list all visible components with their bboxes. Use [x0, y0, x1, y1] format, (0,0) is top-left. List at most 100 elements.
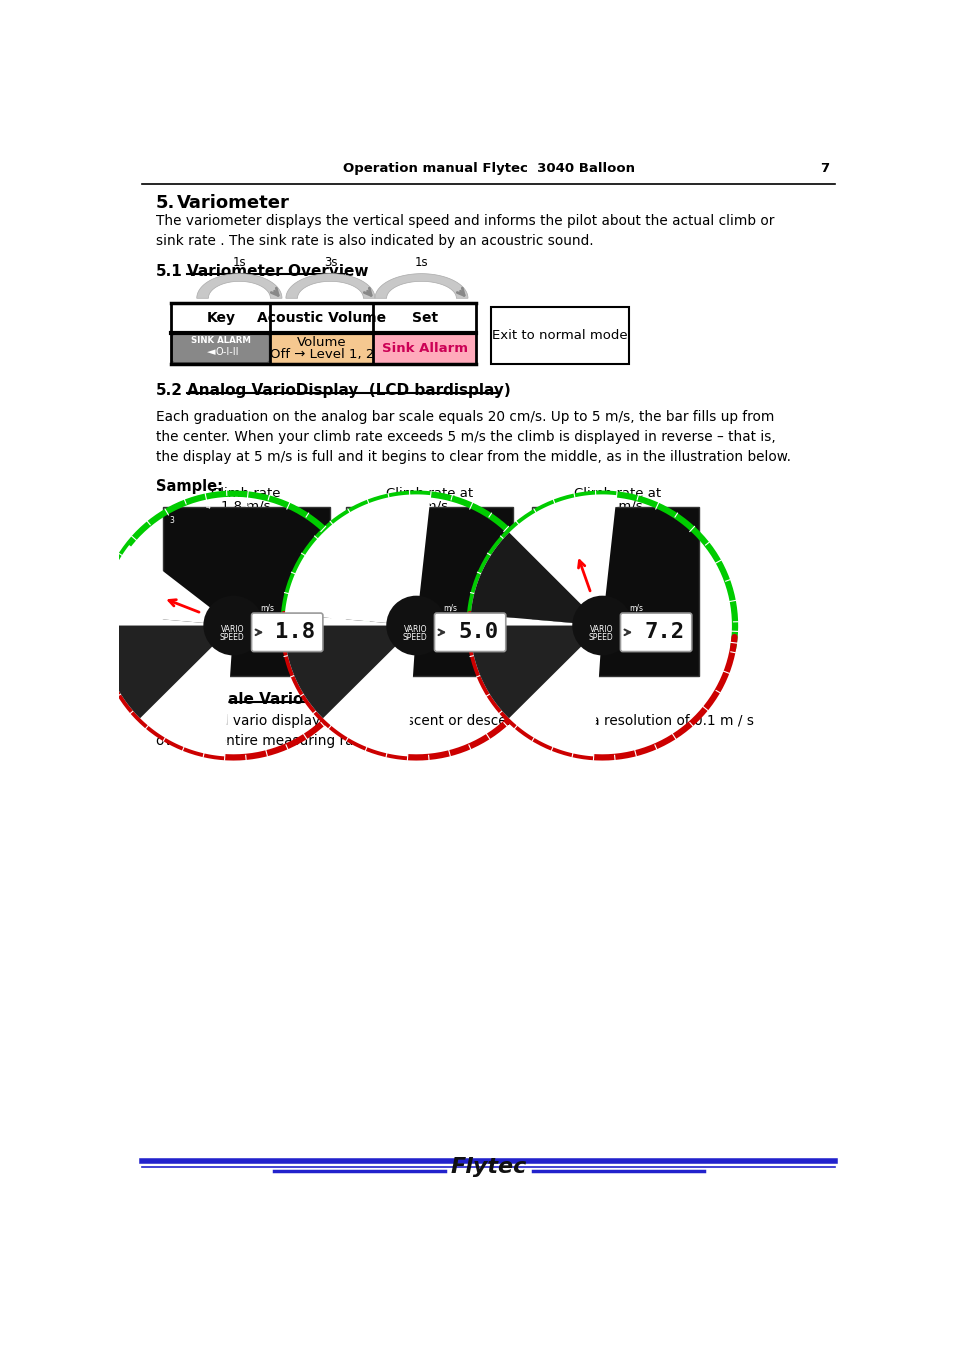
Text: 3: 3 — [335, 714, 339, 724]
Text: Volume: Volume — [296, 336, 346, 350]
Polygon shape — [284, 614, 416, 756]
Text: 5.2: 5.2 — [155, 383, 182, 398]
Text: 3: 3 — [152, 714, 156, 724]
Text: 5: 5 — [405, 743, 411, 752]
Text: m/s: m/s — [628, 603, 642, 613]
Polygon shape — [470, 625, 601, 718]
Text: Digitale Vario Display: Digitale Vario Display — [187, 691, 372, 707]
Text: Off → Level 1, 2: Off → Level 1, 2 — [270, 348, 374, 360]
Text: SPEED: SPEED — [219, 633, 244, 643]
Text: 4: 4 — [205, 502, 210, 510]
Polygon shape — [471, 494, 616, 625]
Text: 1s: 1s — [415, 256, 428, 269]
Text: 4: 4 — [185, 734, 190, 743]
Text: 4: 4 — [574, 502, 578, 510]
Polygon shape — [285, 494, 430, 625]
Text: 3: 3 — [169, 516, 173, 525]
Circle shape — [386, 595, 446, 655]
Text: 1s: 1s — [233, 256, 246, 269]
Text: 10: 10 — [720, 628, 729, 634]
Text: 1.8: 1.8 — [274, 622, 314, 643]
Text: Set: Set — [411, 310, 437, 325]
Text: 1: 1 — [118, 572, 123, 582]
Text: VARIO: VARIO — [403, 625, 427, 633]
FancyBboxPatch shape — [172, 333, 270, 363]
Circle shape — [203, 595, 263, 655]
Polygon shape — [286, 274, 375, 298]
FancyBboxPatch shape — [252, 613, 322, 652]
Polygon shape — [102, 545, 233, 625]
Text: Climb rate at: Climb rate at — [574, 487, 660, 500]
Text: Analog VarioDisplay  (LCD bardisplay): Analog VarioDisplay (LCD bardisplay) — [187, 383, 511, 398]
Text: 5 m/s: 5 m/s — [411, 500, 447, 512]
Text: Climb rate: Climb rate — [211, 487, 280, 500]
Text: 7.2 m/s: 7.2 m/s — [592, 500, 641, 512]
Text: 10: 10 — [719, 637, 728, 645]
Text: 5.: 5. — [155, 194, 174, 212]
Text: VARIO: VARIO — [221, 625, 244, 633]
Text: Sample:: Sample: — [155, 479, 222, 494]
Text: 3: 3 — [352, 516, 356, 525]
Bar — [373, 333, 476, 363]
Text: The digital vario display shows the ascent or descent-rate with a resolution of : The digital vario display shows the asce… — [155, 714, 753, 748]
Text: 10: 10 — [533, 637, 542, 645]
Text: 10: 10 — [534, 628, 543, 634]
Text: 1: 1 — [480, 649, 485, 657]
Text: 5: 5 — [244, 500, 249, 509]
Text: 7.2: 7.2 — [643, 622, 683, 643]
Text: 1: 1 — [301, 572, 306, 582]
Circle shape — [572, 595, 632, 655]
Text: Each graduation on the analog bar scale equals 20 cm/s. Up to 5 m/s, the bar fil: Each graduation on the analog bar scale … — [155, 410, 790, 464]
FancyBboxPatch shape — [619, 613, 691, 652]
Text: 5.3: 5.3 — [155, 691, 182, 707]
Text: 4: 4 — [368, 734, 373, 743]
Text: 5.0: 5.0 — [457, 622, 497, 643]
Text: 3: 3 — [520, 714, 525, 724]
Text: 2: 2 — [127, 684, 132, 694]
Text: 3: 3 — [537, 516, 542, 525]
Polygon shape — [470, 614, 601, 756]
Text: Key: Key — [206, 310, 235, 325]
Text: 1.8 m/s: 1.8 m/s — [220, 500, 270, 512]
Text: 3s: 3s — [323, 256, 336, 269]
Text: SPEED: SPEED — [588, 633, 613, 643]
Text: Sink Allarm: Sink Allarm — [381, 342, 467, 355]
Bar — [270, 333, 373, 363]
Text: ◄: ◄ — [207, 347, 215, 358]
Text: 7: 7 — [820, 162, 828, 176]
Polygon shape — [196, 274, 282, 298]
Polygon shape — [101, 625, 233, 718]
Text: 0: 0 — [292, 610, 296, 620]
Text: O-I-II: O-I-II — [215, 347, 238, 358]
Text: 2: 2 — [508, 540, 513, 549]
Text: 2: 2 — [495, 684, 499, 694]
Text: 2: 2 — [309, 684, 314, 694]
Text: Exit to normal mode: Exit to normal mode — [492, 329, 627, 342]
Text: Variometer Overview: Variometer Overview — [187, 263, 369, 278]
Polygon shape — [101, 614, 233, 756]
Text: 5.1: 5.1 — [155, 263, 182, 278]
Text: 0: 0 — [109, 610, 113, 620]
Text: 10: 10 — [351, 628, 360, 634]
Text: VARIO: VARIO — [589, 625, 613, 633]
Text: 10: 10 — [350, 637, 359, 645]
Text: Acoustic Volume: Acoustic Volume — [257, 310, 386, 325]
Bar — [491, 306, 629, 363]
Text: 4: 4 — [388, 502, 393, 510]
Text: The variometer displays the vertical speed and informs the pilot about the actua: The variometer displays the vertical spe… — [155, 213, 773, 247]
Text: 1: 1 — [112, 649, 116, 657]
FancyBboxPatch shape — [434, 613, 505, 652]
Text: 4: 4 — [554, 734, 558, 743]
Text: Flytec: Flytec — [450, 1157, 527, 1177]
Polygon shape — [375, 274, 468, 298]
Text: Operation manual Flytec  3040 Balloon: Operation manual Flytec 3040 Balloon — [342, 162, 635, 176]
Text: 5: 5 — [427, 500, 432, 509]
Text: 1: 1 — [487, 572, 492, 582]
Text: Climb rate at: Climb rate at — [385, 487, 473, 500]
Text: Variometer: Variometer — [177, 194, 290, 212]
Bar — [163, 508, 330, 676]
Text: SINK ALARM: SINK ALARM — [191, 336, 251, 346]
Text: 5: 5 — [613, 500, 618, 509]
Text: m/s: m/s — [442, 603, 456, 613]
Text: 0: 0 — [477, 610, 482, 620]
